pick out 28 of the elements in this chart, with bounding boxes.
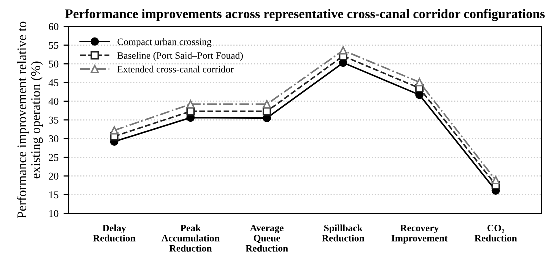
y-tick-label: 35 (49, 116, 59, 124)
x-tick-label: Recovery Improvement (392, 225, 448, 244)
x-tick-label: Spillback Reduction (322, 224, 365, 242)
legend-label: Compact urban crossing (118, 38, 212, 48)
point (492, 176, 500, 184)
x-tick-label: Delay Reduction (93, 224, 136, 242)
x-tick-label: CO₂ Reduction (474, 225, 518, 242)
y-tick-label: 20 (49, 172, 59, 180)
point (110, 126, 119, 135)
y-tick-label: 40 (48, 98, 59, 106)
point (339, 46, 348, 55)
point (186, 100, 195, 109)
y-tick-label: 55 (49, 42, 59, 50)
y-tick-label: 10 (50, 210, 59, 218)
point (416, 78, 424, 87)
point (262, 100, 272, 109)
y-tick-label: 50 (49, 60, 59, 68)
y-axis-title: Performance improvement relative to existing operation (%) (17, 22, 44, 219)
x-tick-label: Peak Accumulation Reduction (162, 224, 220, 252)
y-tick-label: 60 (49, 23, 59, 30)
legend-label: Baseline (Port Said–Port Fouad) (118, 52, 244, 62)
y-tick-label: 45 (48, 80, 59, 86)
y-tick-label: 15 (50, 192, 59, 199)
y-tick-label: 25 (49, 154, 59, 162)
legend-label: Extended cross-canal corridor (118, 66, 234, 73)
x-tick-label: Average Queue Reduction (246, 224, 288, 252)
y-tick-label: 30 (49, 136, 59, 143)
chart-title: Performance improvements across representative cross-canal corridor configurations (65, 9, 545, 22)
